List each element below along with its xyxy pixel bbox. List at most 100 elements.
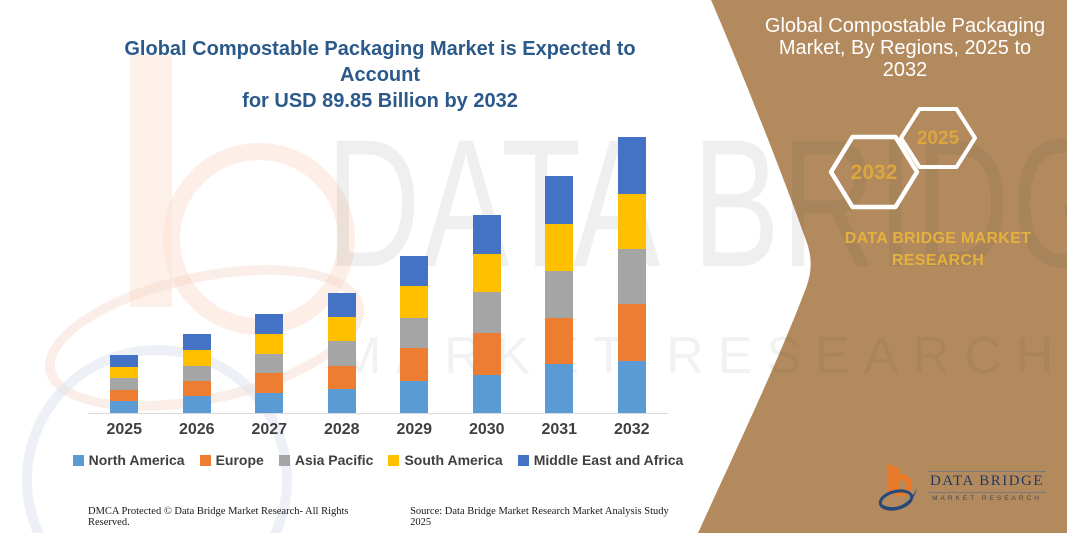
hexagon-2025-label: 2025 xyxy=(916,128,960,149)
bar-segment-2029-europe xyxy=(400,348,429,381)
bar-segment-2032-north-america xyxy=(617,360,646,413)
bar-segment-2025-south-america xyxy=(110,367,139,379)
bar-segment-2026-middle-east-and-africa xyxy=(182,334,211,350)
legend-swatch xyxy=(199,454,211,466)
bar-2030 xyxy=(451,215,524,413)
bar-segment-2032-europe xyxy=(617,304,646,361)
bar-segment-2025-asia-pacific xyxy=(110,378,139,390)
chart-legend: North America Europe Asia Pacific South Ame… xyxy=(68,452,688,468)
bar-segment-2027-north-america xyxy=(255,393,284,413)
brand-line1: DATA BRIDGE MARKET xyxy=(844,230,1032,247)
logo-text-block: DATA BRIDGE MARKET RESEARCH xyxy=(928,470,1047,502)
legend-swatch xyxy=(278,454,290,466)
watermark-text-databridge: DATA BRIDGE xyxy=(326,101,1067,305)
bar-2028 xyxy=(306,293,379,413)
source-text: Source: Data Bridge Market Research Mark… xyxy=(410,506,669,528)
x-axis-label-2029: 2029 xyxy=(396,421,433,438)
bar-segment-2030-asia-pacific xyxy=(472,292,501,333)
x-axis-labels: 2025 2026 2027 2028 2029 2030 2031 2032 xyxy=(88,421,668,439)
chart-title-line2: for USD 89.85 Billion by 2032 xyxy=(242,90,518,112)
watermark-logo-stem xyxy=(130,55,172,307)
brand-line2: RESEARCH xyxy=(891,252,985,269)
legend-swatch xyxy=(72,454,84,466)
bar-segment-2028-north-america xyxy=(327,389,356,413)
bar-segment-2029-middle-east-and-africa xyxy=(400,255,429,286)
company-logo: DATA BRIDGE MARKET RESEARCH xyxy=(878,461,1047,511)
bar-segment-2032-south-america xyxy=(617,193,646,250)
bar-segment-2026-south-america xyxy=(182,349,211,367)
bar-segment-2030-middle-east-and-africa xyxy=(472,215,501,254)
bar-segment-2031-asia-pacific xyxy=(545,270,574,319)
bar-segment-2029-south-america xyxy=(400,285,429,318)
legend-label: Europe xyxy=(215,452,264,468)
bar-segment-2029-north-america xyxy=(400,380,429,413)
bar-segment-2028-middle-east-and-africa xyxy=(327,293,356,317)
bar-segment-2026-europe xyxy=(182,380,211,397)
x-axis-label-2028: 2028 xyxy=(323,421,360,438)
bar-segment-2025-middle-east-and-africa xyxy=(110,354,139,368)
bar-segment-2025-europe xyxy=(110,389,139,401)
bar-2029 xyxy=(378,255,451,413)
x-axis-label-2026: 2026 xyxy=(178,421,215,438)
legend-label: North America xyxy=(88,452,185,468)
bar-segment-2028-asia-pacific xyxy=(327,340,356,366)
bar-segment-2031-middle-east-and-africa xyxy=(545,176,574,224)
chart-title-line1: Global Compostable Packaging Market is E… xyxy=(124,38,636,86)
bar-segment-2032-middle-east-and-africa xyxy=(617,137,646,194)
bar-segment-2031-europe xyxy=(545,318,574,364)
bar-segment-2030-europe xyxy=(472,332,501,375)
x-axis-label-2025: 2025 xyxy=(106,421,143,438)
bar-segment-2027-middle-east-and-africa xyxy=(255,314,284,335)
bar-2026 xyxy=(161,334,234,413)
hexagon-2025 xyxy=(899,107,977,169)
side-panel-title-line2: Market, By Regions, 2025 to 2032 xyxy=(778,37,1032,81)
dmca-text: DMCA Protected © Data Bridge Market Rese… xyxy=(88,506,349,528)
legend-label: Middle East and Africa xyxy=(533,452,684,468)
legend-item-north-america: North America xyxy=(72,452,185,468)
bar-2032 xyxy=(596,137,669,413)
x-axis-label-2030: 2030 xyxy=(468,421,505,438)
bar-segment-2028-south-america xyxy=(327,316,356,341)
hexagon-badges xyxy=(828,107,977,210)
x-axis-label-2031: 2031 xyxy=(541,421,578,438)
bar-segment-2026-asia-pacific xyxy=(182,366,211,381)
logo-name: DATA BRIDGE xyxy=(928,470,1047,493)
legend-label: South America xyxy=(404,452,503,468)
chart-title: Global Compostable Packaging Market is E… xyxy=(118,36,642,114)
legend-swatch xyxy=(388,454,400,466)
hexagon-2032-label: 2032 xyxy=(850,161,898,184)
bar-segment-2027-europe xyxy=(255,373,284,394)
bar-segment-2030-south-america xyxy=(472,253,501,293)
side-panel-title-line1: Global Compostable Packaging xyxy=(764,15,1046,37)
bar-segment-2031-north-america xyxy=(545,363,574,413)
bar-2025 xyxy=(88,354,161,413)
bar-segment-2032-asia-pacific xyxy=(617,249,646,305)
side-panel-title: Global Compostable Packaging Market, By … xyxy=(756,15,1054,81)
bar-segment-2026-north-america xyxy=(182,396,211,413)
bar-segment-2027-asia-pacific xyxy=(255,354,284,374)
bar-segment-2029-asia-pacific xyxy=(400,317,429,349)
bar-segment-2031-south-america xyxy=(545,223,574,271)
bar-segment-2025-north-america xyxy=(110,400,139,413)
footer: DMCA Protected © Data Bridge Market Rese… xyxy=(88,506,688,528)
x-axis-label-2027: 2027 xyxy=(251,421,288,438)
logo-subtitle: MARKET RESEARCH xyxy=(932,494,1042,502)
stacked-bar-chart xyxy=(88,137,668,414)
bar-segment-2027-south-america xyxy=(255,334,284,355)
data-bridge-logo-icon xyxy=(878,464,917,511)
hexagon-2032 xyxy=(828,134,920,210)
legend-item-asia-pacific: Asia Pacific xyxy=(278,452,374,468)
bar-segment-2030-north-america xyxy=(472,374,501,413)
bar-2031 xyxy=(523,176,596,413)
brand-wordmark: DATA BRIDGE MARKET RESEARCH xyxy=(843,228,1033,272)
legend-item-europe: Europe xyxy=(199,452,264,468)
legend-swatch xyxy=(517,454,529,466)
legend-item-south-america: South America xyxy=(388,452,503,468)
x-axis-label-2032: 2032 xyxy=(613,421,650,438)
legend-label: Asia Pacific xyxy=(294,452,374,468)
watermark-text-marketresearch: MARKET RESEARCH xyxy=(338,327,1067,385)
bar-segment-2028-europe xyxy=(327,365,356,390)
legend-item-middle-east-and-africa: Middle East and Africa xyxy=(517,452,684,468)
